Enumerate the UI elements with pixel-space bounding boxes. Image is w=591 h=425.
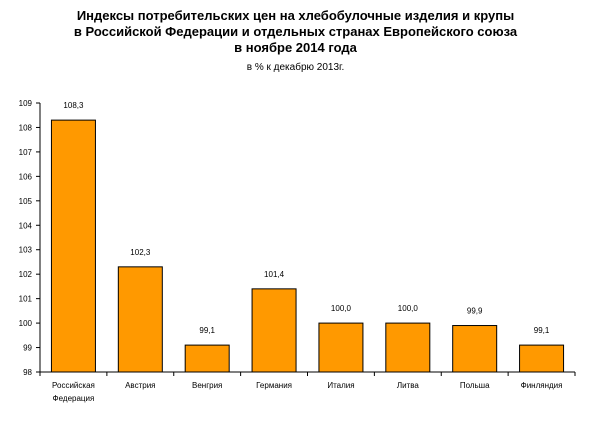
y-tick-label: 105 [19,197,33,206]
x-tick-label: Российская [52,381,95,390]
x-tick-label: Федерация [53,394,95,403]
x-tick-label: Венгрия [192,381,222,390]
data-label: 101,4 [264,270,285,279]
y-tick-label: 103 [19,246,33,255]
x-tick-label: Литва [397,381,420,390]
data-label: 102,3 [130,248,151,257]
chart-title: Индексы потребительских цен на хлебобуло… [0,8,591,56]
x-tick-label: Финляндия [521,381,563,390]
data-label: 108,3 [63,101,84,110]
chart-title-line-3: в ноябре 2014 года [234,40,357,55]
data-label: 99,9 [467,307,483,316]
x-tick-label: Австрия [125,381,155,390]
data-label: 100,0 [331,304,352,313]
y-tick-label: 106 [19,172,33,181]
bar [452,325,498,373]
data-label: 99,1 [534,326,550,335]
x-tick-label: Италия [327,381,354,390]
y-tick-label: 102 [19,270,33,279]
data-label: 99,1 [199,326,215,335]
chart-title-line-2: в Российской Федерации и отдельных стран… [73,24,518,39]
bar [385,322,431,373]
chart-subtitle: в % к декабрю 2013г. [246,62,345,73]
data-label: 100,0 [398,304,419,313]
y-tick-label: 104 [19,221,33,230]
chart-title-line-1: Индексы потребительских цен на хлебобуло… [76,8,515,23]
y-tick-label: 108 [19,123,33,132]
y-tick-label: 101 [19,295,33,304]
y-tick-label: 107 [19,148,33,157]
bar [50,119,96,373]
x-tick-label: Германия [256,381,292,390]
bar [184,344,230,373]
y-tick-label: 99 [23,344,32,353]
bar [519,344,565,373]
y-tick-label: 109 [19,99,33,108]
bar [251,288,297,373]
y-tick-label: 100 [19,319,33,328]
bar [117,266,163,373]
y-tick-label: 98 [23,368,32,377]
bar [318,322,364,373]
x-tick-label: Польша [460,381,490,390]
